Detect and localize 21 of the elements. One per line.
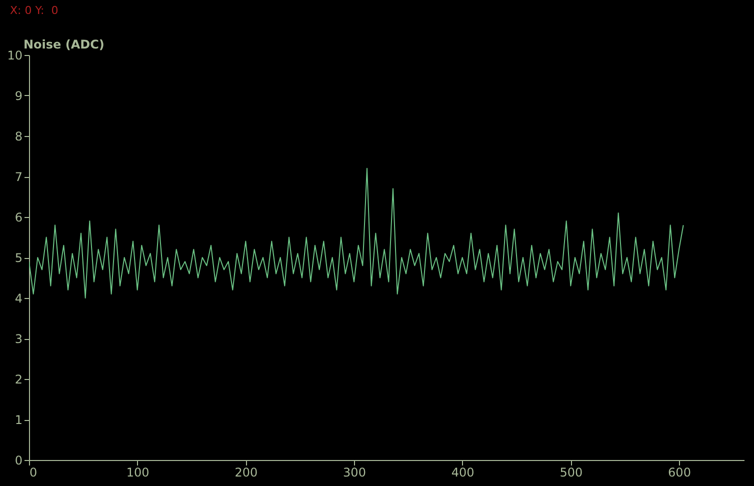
x-tick-label: 500: [560, 466, 583, 480]
text: X: 0 Y: 0: [10, 4, 58, 17]
x-tick-label: 600: [668, 466, 691, 480]
y-tick-label: 9: [14, 89, 22, 103]
y-tick-label: 2: [14, 372, 22, 386]
y-tick-label: 3: [14, 332, 22, 346]
y-tick-label: 4: [14, 292, 22, 306]
y-tick-label: 7: [14, 170, 22, 184]
y-tick-label: 5: [14, 251, 22, 265]
x-tick-label: 0: [30, 466, 38, 480]
y-tick-label: 6: [14, 210, 22, 224]
y-tick-label: 0: [14, 454, 22, 468]
x-tick-label: 300: [343, 466, 366, 480]
x-tick-label: 200: [234, 466, 258, 480]
y-tick-label: 8: [14, 130, 22, 144]
x-tick-label: 100: [126, 466, 150, 480]
x-tick-label: 400: [451, 466, 474, 480]
y-tick-label: 10: [7, 48, 22, 62]
y-axis-title: Noise (ADC): [24, 38, 104, 52]
line-series: [29, 168, 684, 298]
y-tick-label: 1: [14, 413, 22, 427]
